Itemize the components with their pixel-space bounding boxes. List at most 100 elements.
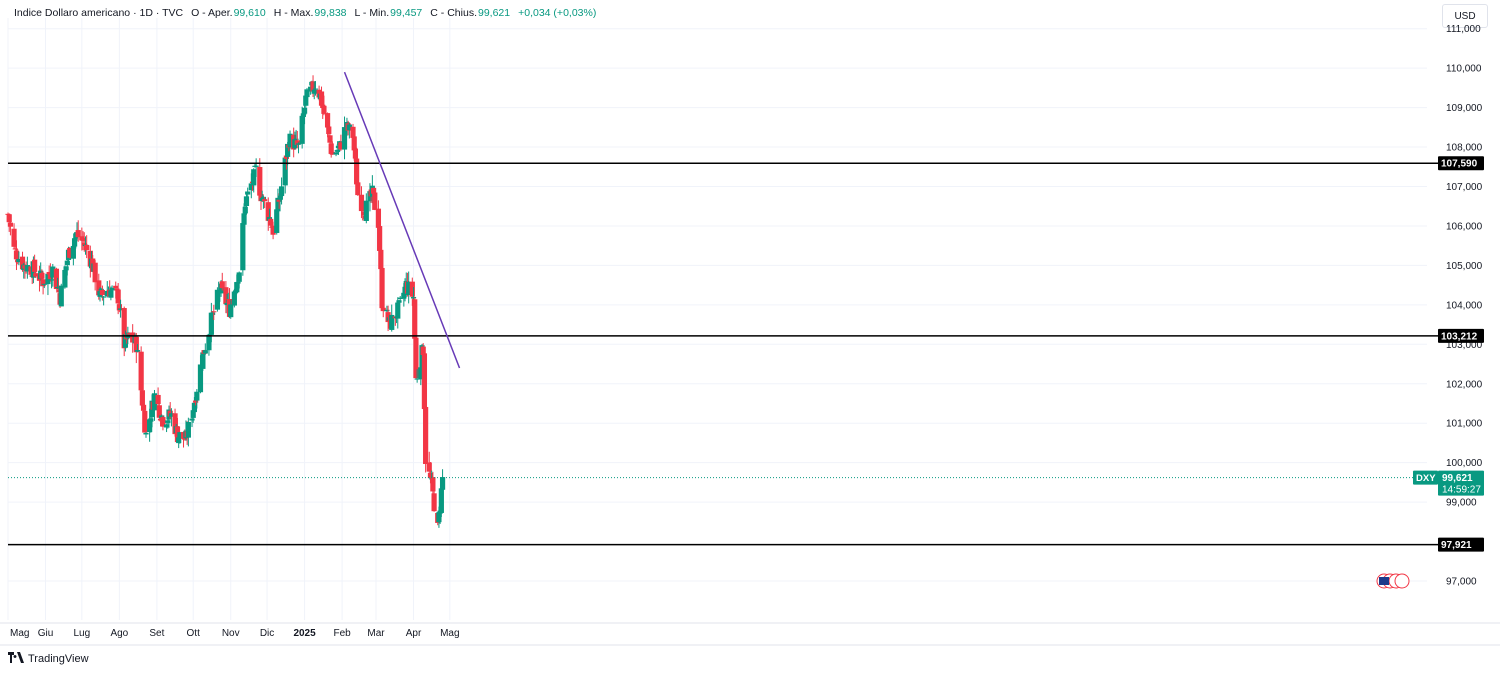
candle-body: [293, 138, 299, 140]
candle-body: [214, 289, 221, 310]
candle-body: [159, 415, 165, 419]
x-tick-label: Apr: [406, 628, 422, 639]
candle-body: [143, 432, 149, 435]
candle-body: [133, 336, 139, 353]
candle-body: [436, 512, 442, 523]
candle-body: [375, 208, 382, 228]
candle-body: [439, 477, 446, 490]
candle-body: [278, 186, 285, 197]
high-value: 99,838: [314, 7, 347, 19]
change-value: +0,034 (+0,03%): [518, 7, 597, 19]
candle-body: [177, 432, 183, 439]
level-label-bg: [1438, 328, 1484, 343]
candle-body: [409, 281, 415, 297]
candle-body: [19, 256, 26, 270]
candle-body: [378, 249, 384, 270]
candle-body: [200, 352, 206, 369]
y-tick-label: 99,000: [1446, 498, 1477, 509]
candle-body: [395, 302, 401, 319]
candle-body: [327, 135, 333, 143]
candle-body: [265, 202, 271, 221]
candle-body: [282, 157, 288, 186]
candle-body: [312, 88, 319, 90]
candle-body: [294, 140, 300, 145]
candle-body: [301, 107, 308, 114]
currency-button[interactable]: USD: [1442, 4, 1488, 28]
close-label: C - Chius.: [430, 7, 477, 19]
candle-body: [7, 222, 14, 227]
candle-body: [414, 378, 420, 380]
candle-body: [155, 394, 161, 405]
candle-body: [160, 417, 166, 427]
candle-body: [116, 304, 122, 311]
candle-body: [147, 419, 153, 433]
us-flag-event-icon: [1394, 573, 1410, 589]
candle-body: [98, 288, 104, 291]
candle-body: [191, 402, 198, 413]
candle-body: [101, 296, 107, 298]
candle-body: [274, 209, 280, 233]
candle-body: [96, 280, 102, 296]
y-tick-label: 108,000: [1446, 143, 1483, 154]
trendline: [343, 71, 461, 369]
level-label-bg: [1438, 156, 1484, 171]
brand: TradingView: [8, 652, 89, 666]
candle-body: [218, 283, 224, 294]
candle-body: [156, 405, 162, 418]
x-tick-label: Ago: [110, 628, 128, 639]
candle-body: [62, 269, 68, 288]
candle-body: [115, 289, 121, 304]
x-tick-label: Nov: [222, 628, 240, 639]
candle-body: [355, 182, 361, 196]
candle-body: [363, 200, 369, 221]
candle-body: [117, 308, 124, 310]
y-tick-label: 103,000: [1446, 340, 1483, 351]
candle-body: [423, 406, 429, 465]
candle-body: [396, 300, 402, 303]
y-tick-label: 106,000: [1446, 221, 1483, 232]
candle-body: [303, 95, 309, 106]
candle-body: [257, 167, 263, 196]
candle-body: [182, 437, 188, 440]
candle-body: [321, 105, 327, 114]
x-tick-label: Mag: [440, 628, 459, 639]
candle-body: [71, 238, 78, 247]
candle-body: [55, 287, 61, 289]
candle-body: [287, 133, 293, 148]
candle-body: [6, 214, 12, 223]
candle-body: [318, 91, 325, 106]
y-tick-label: 102,000: [1446, 379, 1483, 390]
candle-body: [370, 187, 377, 194]
candle-body: [223, 287, 229, 305]
candle-body: [277, 195, 283, 200]
x-tick-label: Lug: [73, 628, 90, 639]
candle-body: [310, 81, 316, 92]
chart-legend: Indice Dollaro americano · 1D · TVC O - …: [14, 7, 604, 19]
candle-body: [138, 351, 144, 391]
close-value: 99,621: [477, 7, 511, 19]
low-label: L - Min.: [354, 7, 390, 19]
x-tick-label: 2025: [293, 628, 316, 639]
candle-body: [70, 245, 76, 259]
candle-body: [84, 244, 90, 251]
candle-body: [324, 113, 331, 128]
candle-body: [401, 292, 407, 299]
candle-body: [248, 183, 254, 191]
candle-body: [397, 297, 403, 300]
candle-body: [351, 136, 357, 151]
candle-body: [193, 400, 199, 403]
brand-name: TradingView: [28, 653, 89, 665]
candle-body: [53, 268, 60, 290]
candle-body: [418, 367, 424, 380]
candle-body: [231, 291, 237, 306]
candle-body: [11, 228, 17, 247]
candle-body: [241, 213, 247, 225]
candle-body: [109, 287, 115, 291]
candle-body: [206, 334, 212, 351]
y-tick-label: 111,000: [1446, 24, 1481, 35]
candle-body: [172, 413, 178, 435]
candle-body: [209, 312, 216, 315]
y-tick-label: 101,000: [1446, 419, 1483, 430]
candle-body: [431, 493, 437, 512]
